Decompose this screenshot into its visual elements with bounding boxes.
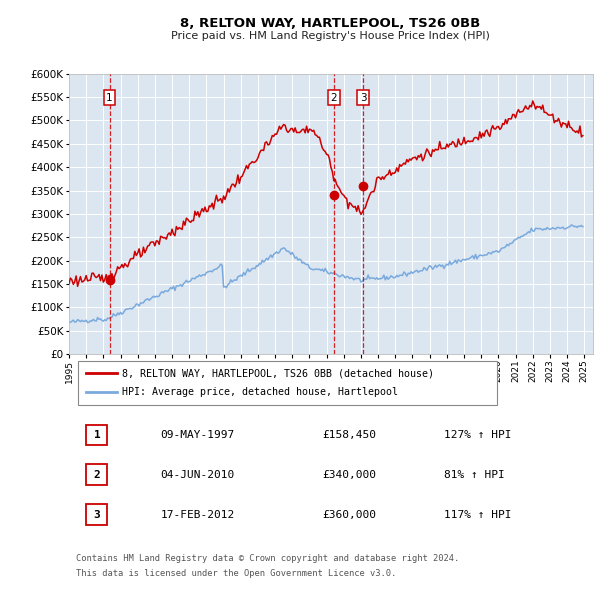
- Text: 8, RELTON WAY, HARTLEPOOL, TS26 0BB (detached house): 8, RELTON WAY, HARTLEPOOL, TS26 0BB (det…: [122, 368, 434, 378]
- Text: 09-MAY-1997: 09-MAY-1997: [161, 430, 235, 440]
- Text: 81% ↑ HPI: 81% ↑ HPI: [445, 470, 505, 480]
- Text: This data is licensed under the Open Government Licence v3.0.: This data is licensed under the Open Gov…: [76, 569, 396, 578]
- Bar: [86, 425, 107, 445]
- Bar: [78, 361, 497, 405]
- Text: 04-JUN-2010: 04-JUN-2010: [161, 470, 235, 480]
- Text: 127% ↑ HPI: 127% ↑ HPI: [445, 430, 512, 440]
- Text: £360,000: £360,000: [322, 510, 376, 520]
- Text: £340,000: £340,000: [322, 470, 376, 480]
- Text: 1: 1: [94, 430, 100, 440]
- Text: 117% ↑ HPI: 117% ↑ HPI: [445, 510, 512, 520]
- Text: 1: 1: [106, 93, 113, 103]
- Bar: [86, 504, 107, 525]
- Text: 2: 2: [331, 93, 337, 103]
- Text: 8, RELTON WAY, HARTLEPOOL, TS26 0BB: 8, RELTON WAY, HARTLEPOOL, TS26 0BB: [180, 17, 480, 30]
- Text: 3: 3: [360, 93, 367, 103]
- Text: £158,450: £158,450: [322, 430, 376, 440]
- Text: 17-FEB-2012: 17-FEB-2012: [161, 510, 235, 520]
- Text: Price paid vs. HM Land Registry's House Price Index (HPI): Price paid vs. HM Land Registry's House …: [170, 31, 490, 41]
- Text: Contains HM Land Registry data © Crown copyright and database right 2024.: Contains HM Land Registry data © Crown c…: [76, 554, 459, 563]
- Text: 2: 2: [94, 470, 100, 480]
- Text: 3: 3: [94, 510, 100, 520]
- Bar: [86, 464, 107, 486]
- Text: HPI: Average price, detached house, Hartlepool: HPI: Average price, detached house, Hart…: [122, 387, 398, 397]
